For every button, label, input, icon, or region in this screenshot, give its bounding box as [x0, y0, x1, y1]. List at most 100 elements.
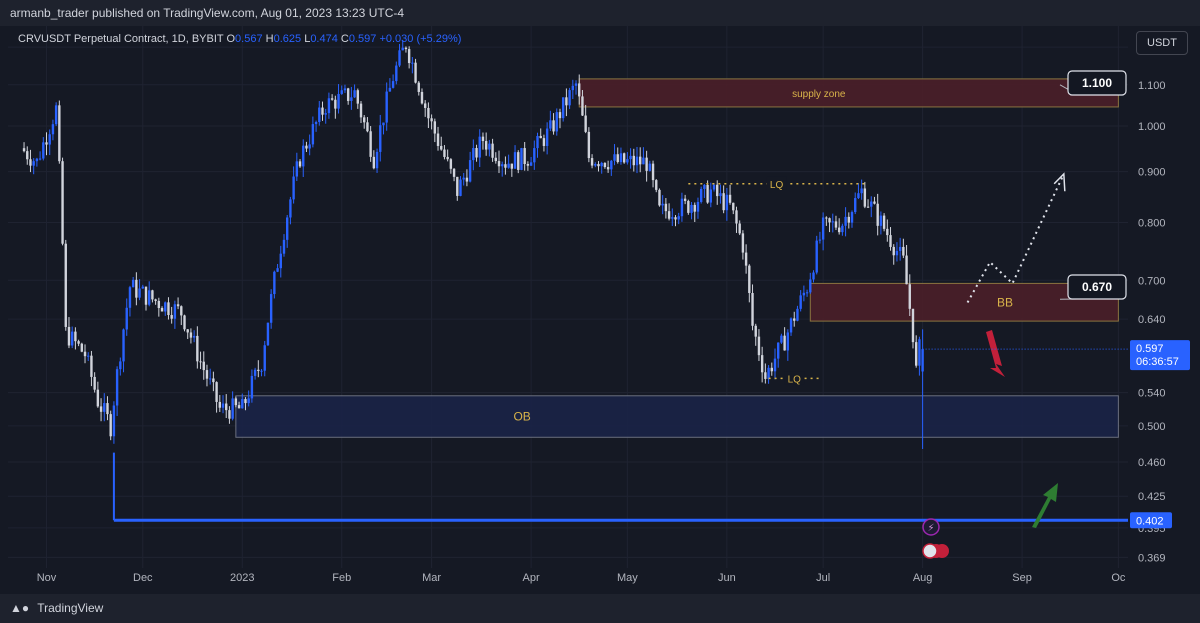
candle-body — [754, 325, 757, 337]
candle-body — [635, 156, 639, 166]
projection-path — [966, 173, 1065, 303]
candle-body — [658, 189, 661, 206]
candle-body — [876, 203, 879, 226]
candle-body — [340, 90, 343, 94]
candle-body — [478, 136, 481, 158]
candle-body — [818, 239, 822, 241]
time-tick: Apr — [523, 572, 540, 584]
high-value: 0.625 — [273, 33, 302, 45]
candle-body — [237, 405, 241, 409]
price-tick: 0.700 — [1138, 275, 1166, 287]
price-tick: 0.460 — [1138, 457, 1166, 469]
candle-body — [379, 125, 382, 152]
zone-label: supply zone — [792, 89, 846, 100]
candle-body — [208, 378, 212, 380]
candle-body — [895, 250, 899, 256]
candle-body — [70, 331, 74, 346]
candle-body — [831, 221, 834, 223]
candle-body — [632, 155, 635, 166]
candle-body — [266, 322, 270, 346]
price-axis[interactable]: 1.2001.1001.0000.9000.8000.7000.6400.540… — [1128, 26, 1200, 568]
symbol-name: CRVUSDT Perpetual Contract, 1D, BYBIT — [18, 33, 224, 45]
candle-body — [748, 265, 751, 293]
candle-body — [757, 336, 761, 356]
candle-body — [459, 179, 462, 196]
time-axis-bg — [8, 568, 1128, 594]
candle-body — [606, 167, 610, 170]
candle-body — [517, 152, 520, 170]
candle-body — [456, 176, 459, 196]
candle-body — [661, 203, 664, 206]
time-axis[interactable]: Nov Dec 2023 Feb Mar Apr May Jun Jul Aug Sep Oc — [8, 568, 1128, 594]
candle-body — [350, 97, 353, 101]
candle-body — [160, 308, 164, 312]
candle-body — [815, 240, 818, 273]
candle-body — [199, 361, 202, 363]
candle-body — [777, 342, 780, 359]
candle-body — [45, 142, 48, 145]
candle-body — [192, 335, 196, 338]
lightning-glyph-icon: ⚡ — [927, 523, 934, 534]
candle-body — [854, 198, 857, 213]
candle-body — [330, 98, 334, 100]
candle-body — [234, 398, 238, 406]
time-tick: Mar — [422, 572, 441, 584]
time-tick: Aug — [913, 572, 933, 584]
candle-body — [462, 177, 465, 180]
price-tick: 0.369 — [1138, 552, 1166, 564]
candle-body — [302, 145, 305, 167]
candle-body — [764, 372, 767, 379]
close-label: C — [340, 33, 349, 45]
open-label: O — [226, 33, 236, 45]
candle-body — [241, 399, 244, 409]
candle-body — [645, 157, 648, 171]
candle-body — [870, 201, 873, 207]
candle-body — [725, 194, 729, 211]
candle-body — [510, 163, 514, 169]
candle-body — [696, 201, 700, 212]
time-tick: May — [617, 572, 638, 584]
up-arrow-icon — [1032, 483, 1058, 528]
candle-body — [324, 113, 327, 115]
candle-body — [574, 83, 578, 86]
candle-body — [61, 161, 64, 244]
candle-body — [744, 252, 748, 266]
candle-body — [122, 329, 125, 362]
candle-body — [497, 161, 501, 167]
candle-body — [671, 217, 674, 219]
candle-body — [96, 389, 100, 407]
candle-body — [321, 107, 324, 115]
candle-body — [626, 159, 629, 163]
candle-body — [285, 217, 289, 240]
candle-body — [558, 112, 562, 119]
candle-body — [382, 122, 385, 126]
candle-body — [732, 202, 735, 211]
candle-body — [799, 295, 802, 309]
price-tick: 0.500 — [1138, 421, 1166, 433]
liquidity-label: LQ — [788, 374, 802, 385]
candle-body — [87, 355, 90, 357]
low-label: L — [304, 33, 311, 45]
candles — [22, 40, 924, 449]
candle-body — [501, 164, 504, 167]
candle-body — [186, 329, 189, 333]
candle-body — [610, 160, 613, 170]
candle-body — [616, 154, 619, 163]
candle-body — [594, 164, 597, 166]
time-tick: 2023 — [230, 572, 254, 584]
candle-body — [225, 403, 228, 411]
candle-body — [866, 206, 870, 208]
candle-body — [873, 201, 876, 204]
candle-body — [622, 153, 626, 163]
candle-body — [484, 141, 488, 150]
currency-button[interactable]: USDT — [1136, 31, 1188, 55]
candle-body — [523, 148, 526, 165]
candle-body — [273, 271, 276, 295]
liquidity-label-bg — [784, 371, 805, 385]
candle-body — [135, 279, 138, 298]
candle-body — [642, 157, 645, 165]
liquidity-label-bg — [766, 176, 787, 190]
candle-body — [892, 246, 895, 256]
candle-body — [545, 128, 549, 146]
